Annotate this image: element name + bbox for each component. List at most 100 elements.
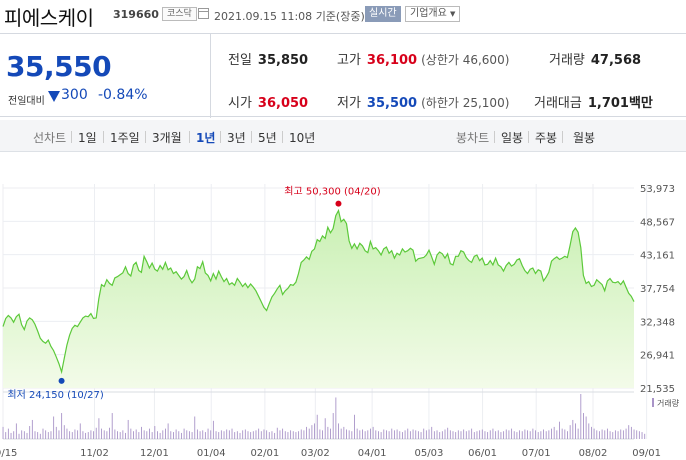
- x-tick-label: 05/03: [415, 448, 444, 459]
- volume-bar: [540, 431, 542, 439]
- volume-bar: [258, 428, 260, 439]
- volume-bar: [359, 430, 361, 439]
- volume-bar: [196, 429, 198, 439]
- volume-bar: [567, 431, 568, 439]
- volume-bar: [7, 428, 9, 439]
- volume-bar: [407, 428, 409, 439]
- stock-code: 319660: [113, 8, 159, 21]
- volume-bar: [172, 432, 174, 439]
- volume-bar: [606, 428, 608, 439]
- volume-bar: [351, 431, 353, 439]
- volume-bar: [479, 430, 481, 439]
- period-5y[interactable]: 5년: [258, 131, 277, 145]
- x-axis-labels: 09/15 11/02 12/01 01/04 02/01 03/02 04/01 05/03…: [0, 448, 661, 459]
- volume-bar: [633, 429, 635, 439]
- volume-bar: [180, 432, 182, 439]
- volume-bar: [127, 419, 129, 439]
- company-info-dropdown[interactable]: 기업개요 ▼: [405, 6, 461, 22]
- volume-bar: [29, 426, 31, 439]
- trade-value: 거래대금 1,701백만: [534, 96, 653, 111]
- period-1w[interactable]: 1주일: [110, 131, 140, 145]
- volume-bar: [42, 428, 44, 439]
- volume-bar: [191, 432, 193, 439]
- volume-bar: [199, 431, 201, 439]
- volume-bar: [69, 431, 71, 439]
- volume-bar: [500, 432, 502, 439]
- period-10y[interactable]: 10년: [289, 131, 316, 145]
- x-tick-label: 03/02: [301, 448, 330, 459]
- volume-bar: [207, 428, 209, 439]
- volume-bar: [436, 430, 438, 439]
- volume-bar: [55, 426, 57, 439]
- volume-bar: [15, 423, 17, 439]
- volume-bar: [481, 429, 483, 439]
- period-3y[interactable]: 3년: [227, 131, 246, 145]
- volume-bar: [276, 427, 278, 439]
- divider: [220, 131, 221, 143]
- candle-chart-label: 봉차트: [456, 131, 490, 145]
- volume-bar: [74, 429, 76, 439]
- volume-bar: [322, 430, 323, 439]
- volume-bar: [628, 425, 630, 439]
- day-low: 저가 35,500 (하한가 25,100): [337, 96, 510, 111]
- volume-bar: [644, 433, 646, 439]
- y-tick-label: 48,567: [640, 217, 675, 228]
- volume-bar: [385, 430, 387, 439]
- volume-bar: [401, 432, 403, 439]
- volume-bar: [162, 430, 164, 439]
- volume-bar: [375, 430, 377, 439]
- volume-bar: [553, 426, 555, 439]
- chart-period-bar: 선차트 1일 1주일 3개월 1년 3년 5년 10년 봉차트 일봉 주봉 월봉: [0, 120, 686, 152]
- volume-bar: [82, 431, 84, 439]
- volume-bar: [23, 431, 25, 439]
- volume-bar: [79, 423, 81, 439]
- volume-bar: [343, 426, 345, 439]
- volume-bar: [66, 428, 68, 439]
- volume-bar: [204, 432, 206, 439]
- candle-monthly[interactable]: 월봉: [573, 131, 596, 145]
- volume-bar: [133, 431, 134, 439]
- volume-bar: [271, 431, 273, 439]
- volume-bar: [630, 426, 632, 439]
- volume-bar: [306, 426, 308, 439]
- volume-bar: [636, 430, 638, 439]
- volume-bar: [330, 428, 331, 439]
- volume-bar: [455, 432, 457, 439]
- volume-bar: [287, 432, 289, 439]
- volume-bar: [215, 431, 217, 439]
- volume-bar: [61, 413, 63, 439]
- volume-bar: [596, 430, 598, 439]
- volume-bar: [21, 430, 23, 439]
- price-area: [2, 208, 635, 388]
- volume-bar: [412, 429, 414, 439]
- volume-bar: [511, 428, 513, 439]
- period-3m[interactable]: 3개월: [152, 131, 182, 145]
- x-tick-label: 01/04: [197, 448, 226, 459]
- volume-bar: [452, 431, 454, 439]
- volume-bar: [311, 425, 313, 439]
- volume-bar: [572, 419, 574, 439]
- price-change-pct: -0.84%: [98, 87, 148, 103]
- volume-bar: [561, 428, 563, 439]
- y-tick-label: 43,161: [640, 251, 675, 262]
- volume-bar: [188, 431, 190, 439]
- period-1d[interactable]: 1일: [78, 131, 97, 145]
- candle-weekly[interactable]: 주봉: [535, 131, 558, 145]
- volume-bar: [170, 431, 172, 439]
- x-tick-label: 02/01: [250, 448, 279, 459]
- volume-bar: [109, 427, 110, 439]
- volume-bar: [252, 431, 254, 439]
- volume-bar: [31, 419, 33, 439]
- volume-bar: [383, 429, 385, 439]
- realtime-button[interactable]: 실시간: [365, 6, 401, 22]
- volume-bar: [622, 430, 624, 439]
- candle-daily[interactable]: 일봉: [501, 131, 524, 145]
- volume-bar: [151, 432, 153, 439]
- volume-bar: [449, 430, 451, 439]
- volume-bar: [2, 426, 4, 439]
- divider: [71, 131, 72, 143]
- volume-bar: [471, 428, 473, 439]
- volume-bar: [274, 432, 276, 439]
- period-1y[interactable]: 1년: [196, 131, 216, 145]
- volume-bar: [37, 432, 39, 439]
